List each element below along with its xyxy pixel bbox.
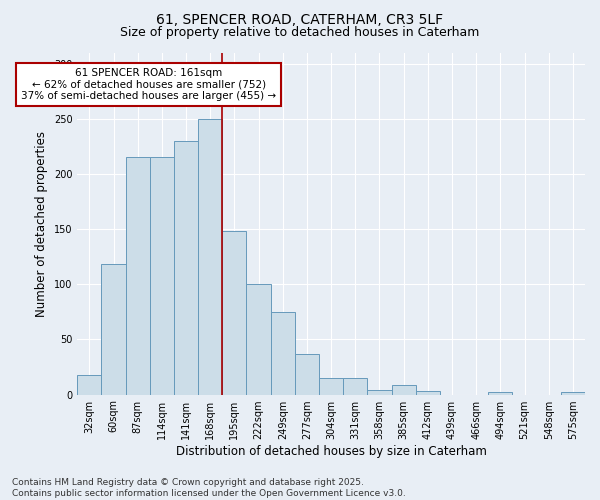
Bar	[488, 392, 512, 394]
Bar	[295, 354, 319, 395]
Text: Contains HM Land Registry data © Crown copyright and database right 2025.
Contai: Contains HM Land Registry data © Crown c…	[12, 478, 406, 498]
Y-axis label: Number of detached properties: Number of detached properties	[35, 130, 48, 316]
Bar	[367, 390, 392, 394]
Bar	[223, 232, 247, 394]
Bar	[77, 374, 101, 394]
Bar	[416, 392, 440, 394]
Bar	[198, 118, 223, 394]
X-axis label: Distribution of detached houses by size in Caterham: Distribution of detached houses by size …	[176, 444, 487, 458]
Bar	[247, 284, 271, 395]
Bar	[174, 141, 198, 395]
Bar	[392, 384, 416, 394]
Bar	[101, 264, 125, 394]
Text: Size of property relative to detached houses in Caterham: Size of property relative to detached ho…	[121, 26, 479, 39]
Bar	[271, 312, 295, 394]
Text: 61 SPENCER ROAD: 161sqm
← 62% of detached houses are smaller (752)
37% of semi-d: 61 SPENCER ROAD: 161sqm ← 62% of detache…	[21, 68, 276, 101]
Bar	[125, 158, 150, 394]
Bar	[561, 392, 585, 394]
Bar	[343, 378, 367, 394]
Bar	[319, 378, 343, 394]
Text: 61, SPENCER ROAD, CATERHAM, CR3 5LF: 61, SPENCER ROAD, CATERHAM, CR3 5LF	[157, 12, 443, 26]
Bar	[150, 158, 174, 394]
